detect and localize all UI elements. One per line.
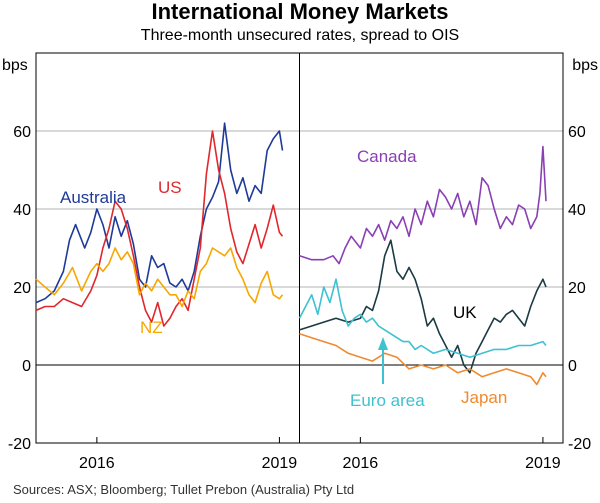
y-tick-label-right: 60 (568, 124, 586, 141)
series-group (35, 122, 547, 386)
x-tick-label-left: 2016 (79, 455, 115, 472)
x-tick-label-left: 2019 (262, 455, 298, 472)
series-line-australia (35, 122, 284, 304)
axes-group: -20 -20 0 0 20 20 40 40 60 60 bps bps 2016 2019 2016 20… (2, 57, 598, 472)
series-line-uk (299, 239, 547, 374)
x-tick-label-right: 2016 (343, 455, 379, 472)
chart-subtitle: Three-month unsecured rates, spread to O… (140, 27, 460, 44)
x-tick-label-right: 2019 (525, 455, 561, 472)
series-line-us (35, 130, 284, 327)
series-line-canada (299, 145, 547, 265)
label-euro-area: Euro area (350, 391, 425, 410)
y-axis-label-right: bps (572, 57, 598, 74)
series-line-nz (35, 247, 284, 308)
label-japan: Japan (461, 388, 507, 407)
y-tick-label-left: 0 (22, 358, 31, 375)
chart-title: International Money Markets (151, 0, 449, 24)
series-line-japan (299, 333, 547, 386)
y-tick-label-right: 40 (568, 202, 586, 219)
euro-area-arrow (378, 337, 388, 384)
y-tick-label-right: 0 (568, 358, 577, 375)
chart-source: Sources: ASX; Bloomberg; Tullet Prebon (… (13, 482, 355, 497)
y-tick-label-left: 40 (13, 202, 31, 219)
label-us: US (158, 178, 182, 197)
y-tick-label-right: -20 (568, 436, 591, 453)
series-line-euro-area (298, 278, 547, 359)
euro-area-arrow-head (378, 337, 388, 350)
plot-frame (35, 52, 564, 444)
label-uk: UK (453, 303, 477, 322)
y-tick-label-left: 60 (13, 124, 31, 141)
label-canada: Canada (357, 147, 417, 166)
label-nz: NZ (140, 318, 163, 337)
y-tick-label-right: 20 (568, 280, 586, 297)
label-australia: Australia (60, 188, 127, 207)
y-tick-label-left: 20 (13, 280, 31, 297)
y-tick-label-left: -20 (8, 436, 31, 453)
y-axis-label-left: bps (2, 57, 28, 74)
